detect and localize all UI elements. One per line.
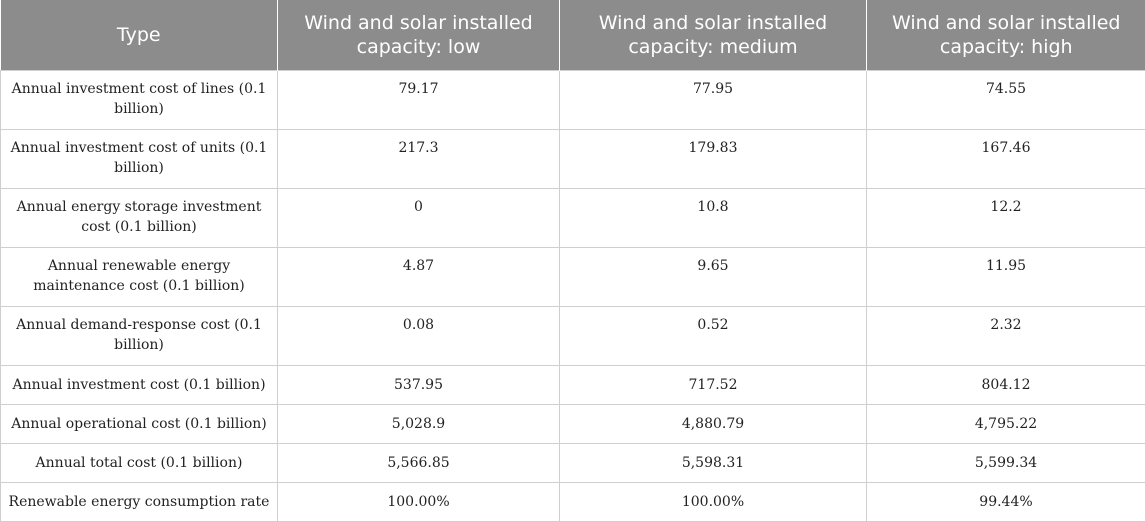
table-row: Annual renewable energy maintenance cost… (1, 248, 1145, 307)
table-row: Annual investment cost (0.1 billion) 537… (1, 366, 1145, 405)
row-label: Annual energy storage investment cost (0… (1, 189, 278, 248)
cell-high: 5,599.34 (867, 444, 1145, 483)
table-row: Annual total cost (0.1 billion) 5,566.85… (1, 444, 1145, 483)
row-label: Annual investment cost of lines (0.1 bil… (1, 71, 278, 130)
row-label: Annual investment cost (0.1 billion) (1, 366, 278, 405)
cell-high: 167.46 (867, 130, 1145, 189)
cell-low: 4.87 (278, 248, 560, 307)
table-body: Annual investment cost of lines (0.1 bil… (1, 71, 1145, 522)
cell-high: 74.55 (867, 71, 1145, 130)
cell-low: 5,566.85 (278, 444, 560, 483)
cell-high: 99.44% (867, 483, 1145, 522)
cell-low: 0 (278, 189, 560, 248)
row-label: Annual operational cost (0.1 billion) (1, 405, 278, 444)
header-capacity-low: Wind and solar installed capacity: low (278, 0, 560, 71)
table-row: Renewable energy consumption rate 100.00… (1, 483, 1145, 522)
table-row: Annual demand-response cost (0.1 billion… (1, 307, 1145, 366)
cell-medium: 0.52 (560, 307, 867, 366)
header-row: Type Wind and solar installed capacity: … (1, 0, 1145, 71)
cell-high: 12.2 (867, 189, 1145, 248)
row-label: Annual investment cost of units (0.1 bil… (1, 130, 278, 189)
header-type: Type (1, 0, 278, 71)
row-label: Annual renewable energy maintenance cost… (1, 248, 278, 307)
row-label: Renewable energy consumption rate (1, 483, 278, 522)
table-row: Annual energy storage investment cost (0… (1, 189, 1145, 248)
cell-low: 0.08 (278, 307, 560, 366)
cell-medium: 9.65 (560, 248, 867, 307)
table-row: Annual investment cost of lines (0.1 bil… (1, 71, 1145, 130)
cell-medium: 10.8 (560, 189, 867, 248)
cell-high: 11.95 (867, 248, 1145, 307)
cell-low: 5,028.9 (278, 405, 560, 444)
cell-low: 79.17 (278, 71, 560, 130)
cell-medium: 100.00% (560, 483, 867, 522)
cell-high: 2.32 (867, 307, 1145, 366)
cell-medium: 717.52 (560, 366, 867, 405)
cell-medium: 179.83 (560, 130, 867, 189)
cell-low: 537.95 (278, 366, 560, 405)
cell-high: 804.12 (867, 366, 1145, 405)
row-label: Annual total cost (0.1 billion) (1, 444, 278, 483)
cell-medium: 77.95 (560, 71, 867, 130)
cell-low: 100.00% (278, 483, 560, 522)
cell-medium: 4,880.79 (560, 405, 867, 444)
header-capacity-medium: Wind and solar installed capacity: mediu… (560, 0, 867, 71)
header-capacity-high: Wind and solar installed capacity: high (867, 0, 1145, 71)
row-label: Annual demand-response cost (0.1 billion… (1, 307, 278, 366)
cell-medium: 5,598.31 (560, 444, 867, 483)
cell-low: 217.3 (278, 130, 560, 189)
table-row: Annual operational cost (0.1 billion) 5,… (1, 405, 1145, 444)
cell-high: 4,795.22 (867, 405, 1145, 444)
table-row: Annual investment cost of units (0.1 bil… (1, 130, 1145, 189)
table-header: Type Wind and solar installed capacity: … (1, 0, 1145, 71)
